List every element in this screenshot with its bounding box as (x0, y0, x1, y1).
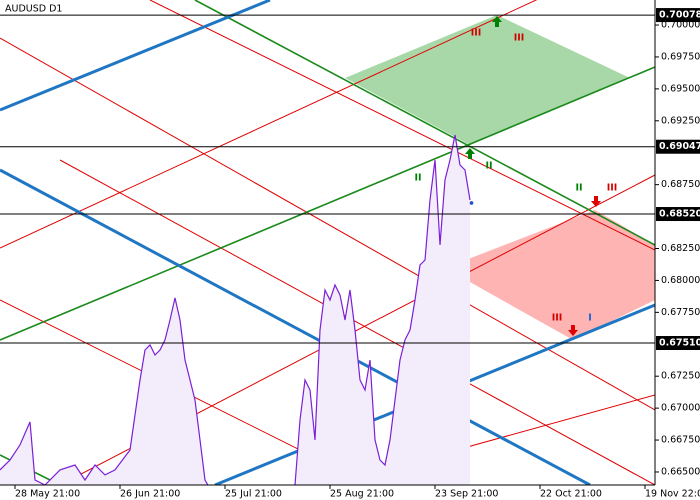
green-zone (345, 15, 630, 145)
level-label-box (656, 139, 700, 154)
annotation: III (607, 183, 618, 194)
annotation: I (588, 313, 592, 324)
x-tick-label: 22 Oct 21:00 (540, 489, 602, 500)
drawing-objects (0, 0, 655, 485)
title-box (2, 2, 60, 16)
level-label-box (656, 8, 700, 23)
x-tick-label: 25 Aug 21:00 (330, 489, 394, 500)
chart-title: AUDUSD D1 (5, 4, 62, 15)
y-tick-label: 0.66500 (661, 466, 700, 477)
red-zone (445, 210, 655, 340)
x-tick-label: 28 May 21:00 (15, 489, 80, 500)
x-tick-label: 26 Jun 21:00 (120, 489, 180, 500)
y-tick-label: 0.69500 (661, 83, 700, 94)
x-tick-label: 19 Nov 22:00 (645, 489, 700, 500)
series-layer (0, 134, 474, 485)
x-tick-label: 23 Sep 21:00 (435, 489, 498, 500)
annotation: III (471, 28, 482, 39)
last-price-dot (469, 201, 474, 205)
level-label: 0.70078 (659, 10, 700, 21)
arrows (465, 16, 601, 336)
level-label-box (656, 335, 700, 350)
series-area (0, 135, 470, 485)
annotation: III (514, 33, 525, 44)
annotation: II (414, 173, 421, 184)
y-tick-label: 0.70000 (661, 20, 700, 31)
level-label-box (656, 207, 700, 222)
series-line (0, 134, 471, 485)
y-tick-label: 0.67250 (661, 371, 700, 382)
y-tick-label: 0.67750 (661, 307, 700, 318)
x-tick-label: 25 Jul 21:00 (225, 489, 282, 500)
annotation: II (485, 161, 492, 172)
y-tick-label: 0.69250 (661, 115, 700, 126)
level-label: 0.67510 (659, 337, 700, 348)
y-tick-label: 0.69750 (661, 51, 700, 62)
y-tick-label: 0.68250 (661, 243, 700, 254)
y-tick-label: 0.68000 (661, 275, 700, 286)
level-label: 0.69047 (659, 141, 700, 152)
y-tick-label: 0.68750 (661, 179, 700, 190)
annotation: II (575, 183, 582, 194)
y-tick-label: 0.67000 (661, 403, 700, 414)
annotation: III (552, 313, 563, 324)
level-label: 0.68520 (659, 209, 700, 220)
y-tick-label: 0.66750 (661, 435, 700, 446)
